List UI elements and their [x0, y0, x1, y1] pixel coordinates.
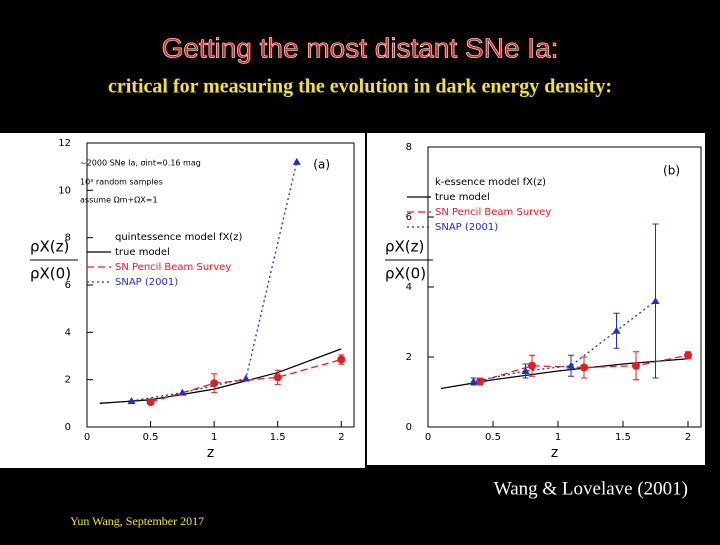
x-tick-label: 2 [338, 432, 344, 443]
y-axis-label: ρX(z) [385, 238, 424, 256]
series-line [131, 161, 298, 402]
y-tick-label: 0 [406, 422, 412, 433]
series-line [473, 300, 656, 383]
marker [684, 351, 692, 360]
marker [273, 373, 282, 382]
x-tick-label: 0.5 [143, 432, 159, 443]
y-tick-label: 6 [406, 212, 412, 223]
annotation: ~2000 SNe Ia, σint=0.16 mag [80, 159, 201, 168]
marker [469, 377, 478, 385]
y-tick-label: 8 [406, 142, 412, 153]
slide-subtitle: critical for measuring the evolution in … [108, 76, 612, 98]
marker [632, 361, 640, 370]
slide-title: Getting the most distant SNe Ia: [162, 32, 559, 63]
marker [178, 388, 187, 396]
y-tick-label: 4 [65, 327, 71, 338]
y-tick-label: 10 [58, 185, 71, 196]
y-tick-label: 12 [58, 138, 71, 149]
legend-title: quintessence model fX(z) [115, 232, 242, 243]
legend-label: SNAP (2001) [115, 277, 178, 288]
x-axis-label: z [551, 445, 558, 461]
series-line [479, 354, 689, 383]
marker [567, 361, 575, 369]
y-tick-label: 0 [65, 422, 71, 433]
x-tick-label: 0 [84, 432, 90, 443]
panel [0, 133, 365, 468]
x-tick-label: 1 [211, 432, 217, 443]
marker [528, 361, 536, 370]
marker [612, 326, 621, 334]
marker [521, 367, 530, 374]
footer: Yun Wang, September 2017 [70, 514, 204, 528]
marker [651, 297, 660, 304]
x-axis-label: z [207, 445, 214, 461]
legend-label: SN Pencil Beam Survey [115, 262, 231, 273]
marker [476, 377, 484, 386]
marker [127, 396, 136, 404]
marker [337, 355, 346, 364]
y-tick-label: 8 [65, 233, 71, 244]
x-tick-label: 0 [425, 432, 431, 443]
legend-label: true model [115, 247, 170, 258]
y-tick-label: 6 [65, 280, 71, 291]
y-tick-label: 2 [65, 375, 71, 386]
x-tick-label: 0.5 [485, 432, 501, 443]
credit: Wang & Lovelave (2001) [494, 478, 688, 499]
marker [580, 363, 588, 372]
legend-title: k-essence model fX(z) [435, 177, 546, 188]
y-axis-label: ρX(0) [385, 265, 426, 283]
x-tick-label: 1.5 [270, 432, 286, 443]
x-tick-label: 1.5 [615, 432, 631, 443]
marker [146, 398, 155, 407]
y-tick-label: 4 [406, 282, 412, 293]
panel [367, 133, 705, 465]
annotation: (a) [313, 158, 330, 172]
legend-label: SN Pencil Beam Survey [435, 207, 551, 218]
marker [292, 157, 301, 165]
y-axis-label: ρX(z) [30, 238, 69, 256]
y-axis-label: ρX(0) [30, 265, 71, 283]
annotation: assume Ωm+ΩX=1 [80, 196, 158, 205]
annotation: (b) [663, 164, 680, 178]
x-tick-label: 2 [685, 432, 691, 443]
legend-label: SNAP (2001) [435, 222, 498, 233]
marker [241, 374, 250, 382]
legend-label: true model [435, 192, 490, 203]
x-tick-label: 1 [555, 432, 561, 443]
y-tick-label: 2 [406, 352, 412, 363]
annotation: 10³ random samples [80, 178, 163, 187]
